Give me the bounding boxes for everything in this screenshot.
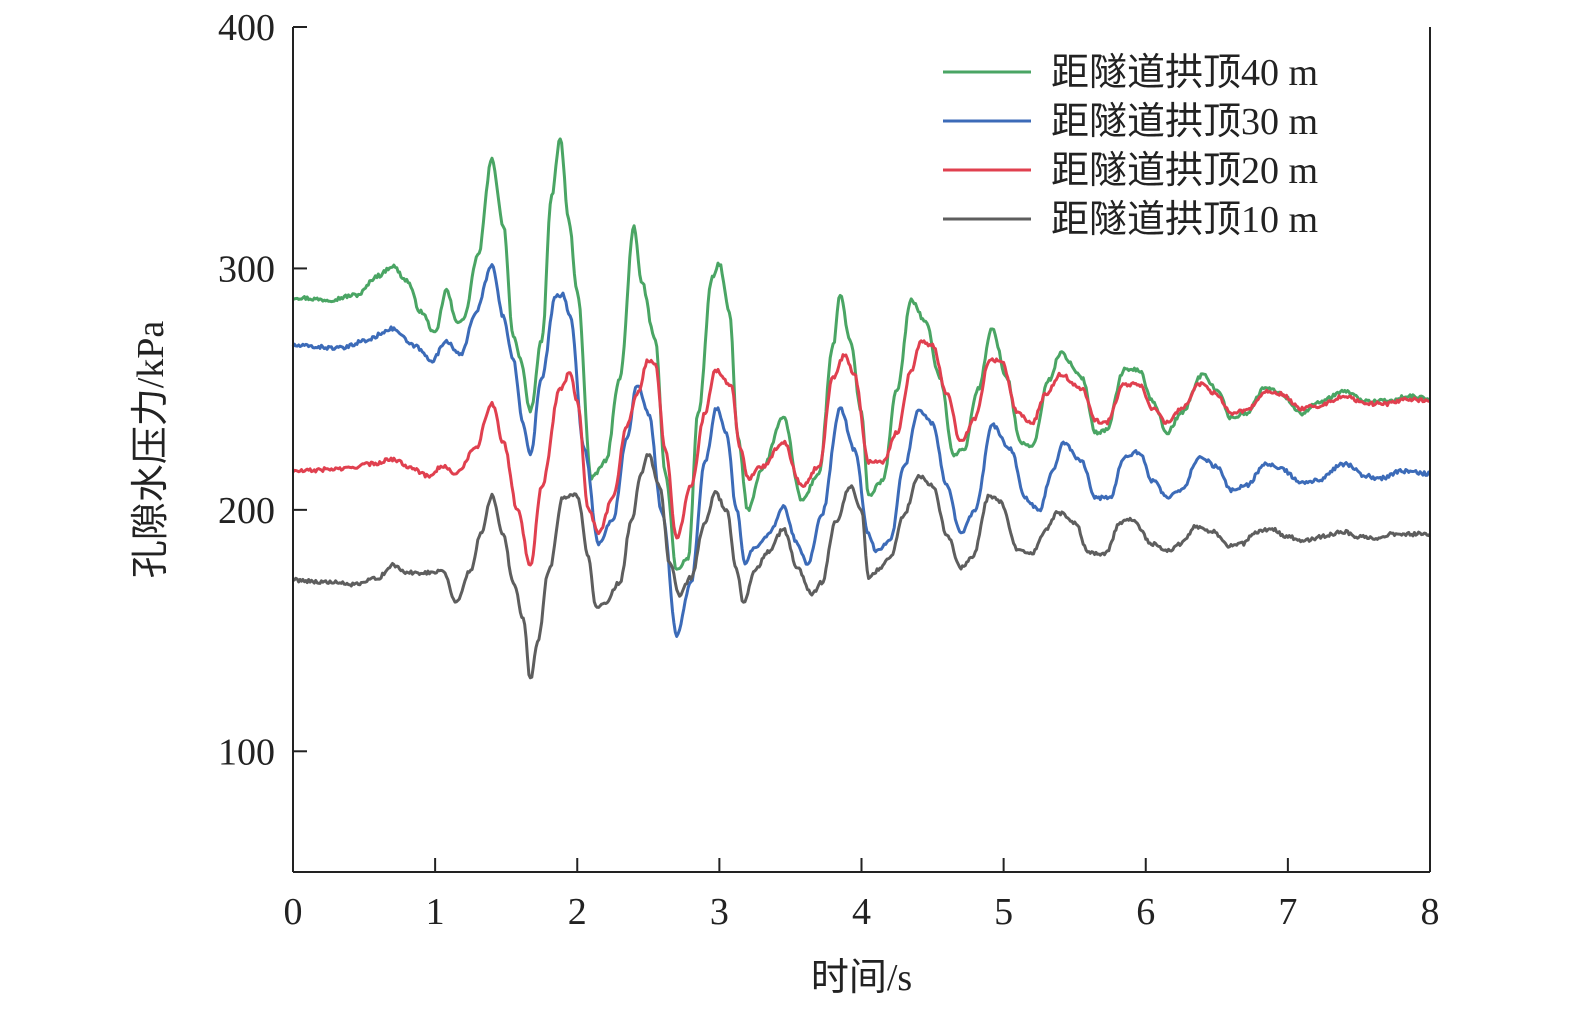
y-axis-title: 孔隙水压力/kPa xyxy=(130,321,172,579)
legend-label-2: 距隧道拱顶30 m xyxy=(1051,101,1318,143)
legend-label-3: 距隧道拱顶20 m xyxy=(1051,150,1318,192)
x-tick-label: 7 xyxy=(1278,891,1297,933)
legend: 距隧道拱顶40 m 距隧道拱顶30 m 距隧道拱顶20 m 距隧道拱顶10 m xyxy=(943,52,1318,241)
x-axis-title: 时间/s xyxy=(811,957,912,999)
legend-label-1: 距隧道拱顶40 m xyxy=(1051,52,1318,94)
x-tick-label: 3 xyxy=(710,891,729,933)
y-tick-label: 300 xyxy=(218,248,275,290)
y-tick-label: 400 xyxy=(218,7,275,49)
x-tick-label: 8 xyxy=(1421,891,1440,933)
x-tick-label: 2 xyxy=(568,891,587,933)
y-tick-label: 100 xyxy=(218,731,275,773)
x-tick-label: 5 xyxy=(994,891,1013,933)
ticks-layer: 0 1 2 3 4 5 6 7 8 100 200 300 400 xyxy=(218,7,1440,933)
x-tick-label: 4 xyxy=(852,891,871,933)
series-layer xyxy=(291,137,1432,680)
x-tick-label: 0 xyxy=(284,891,303,933)
x-tick-label: 6 xyxy=(1136,891,1155,933)
series-line-3 xyxy=(291,339,1431,567)
series-line-4 xyxy=(292,453,1432,680)
legend-label-4: 距隧道拱顶10 m xyxy=(1051,199,1318,241)
x-tick-label: 1 xyxy=(426,891,445,933)
series-line-2 xyxy=(291,263,1432,638)
y-tick-label: 200 xyxy=(218,490,275,532)
